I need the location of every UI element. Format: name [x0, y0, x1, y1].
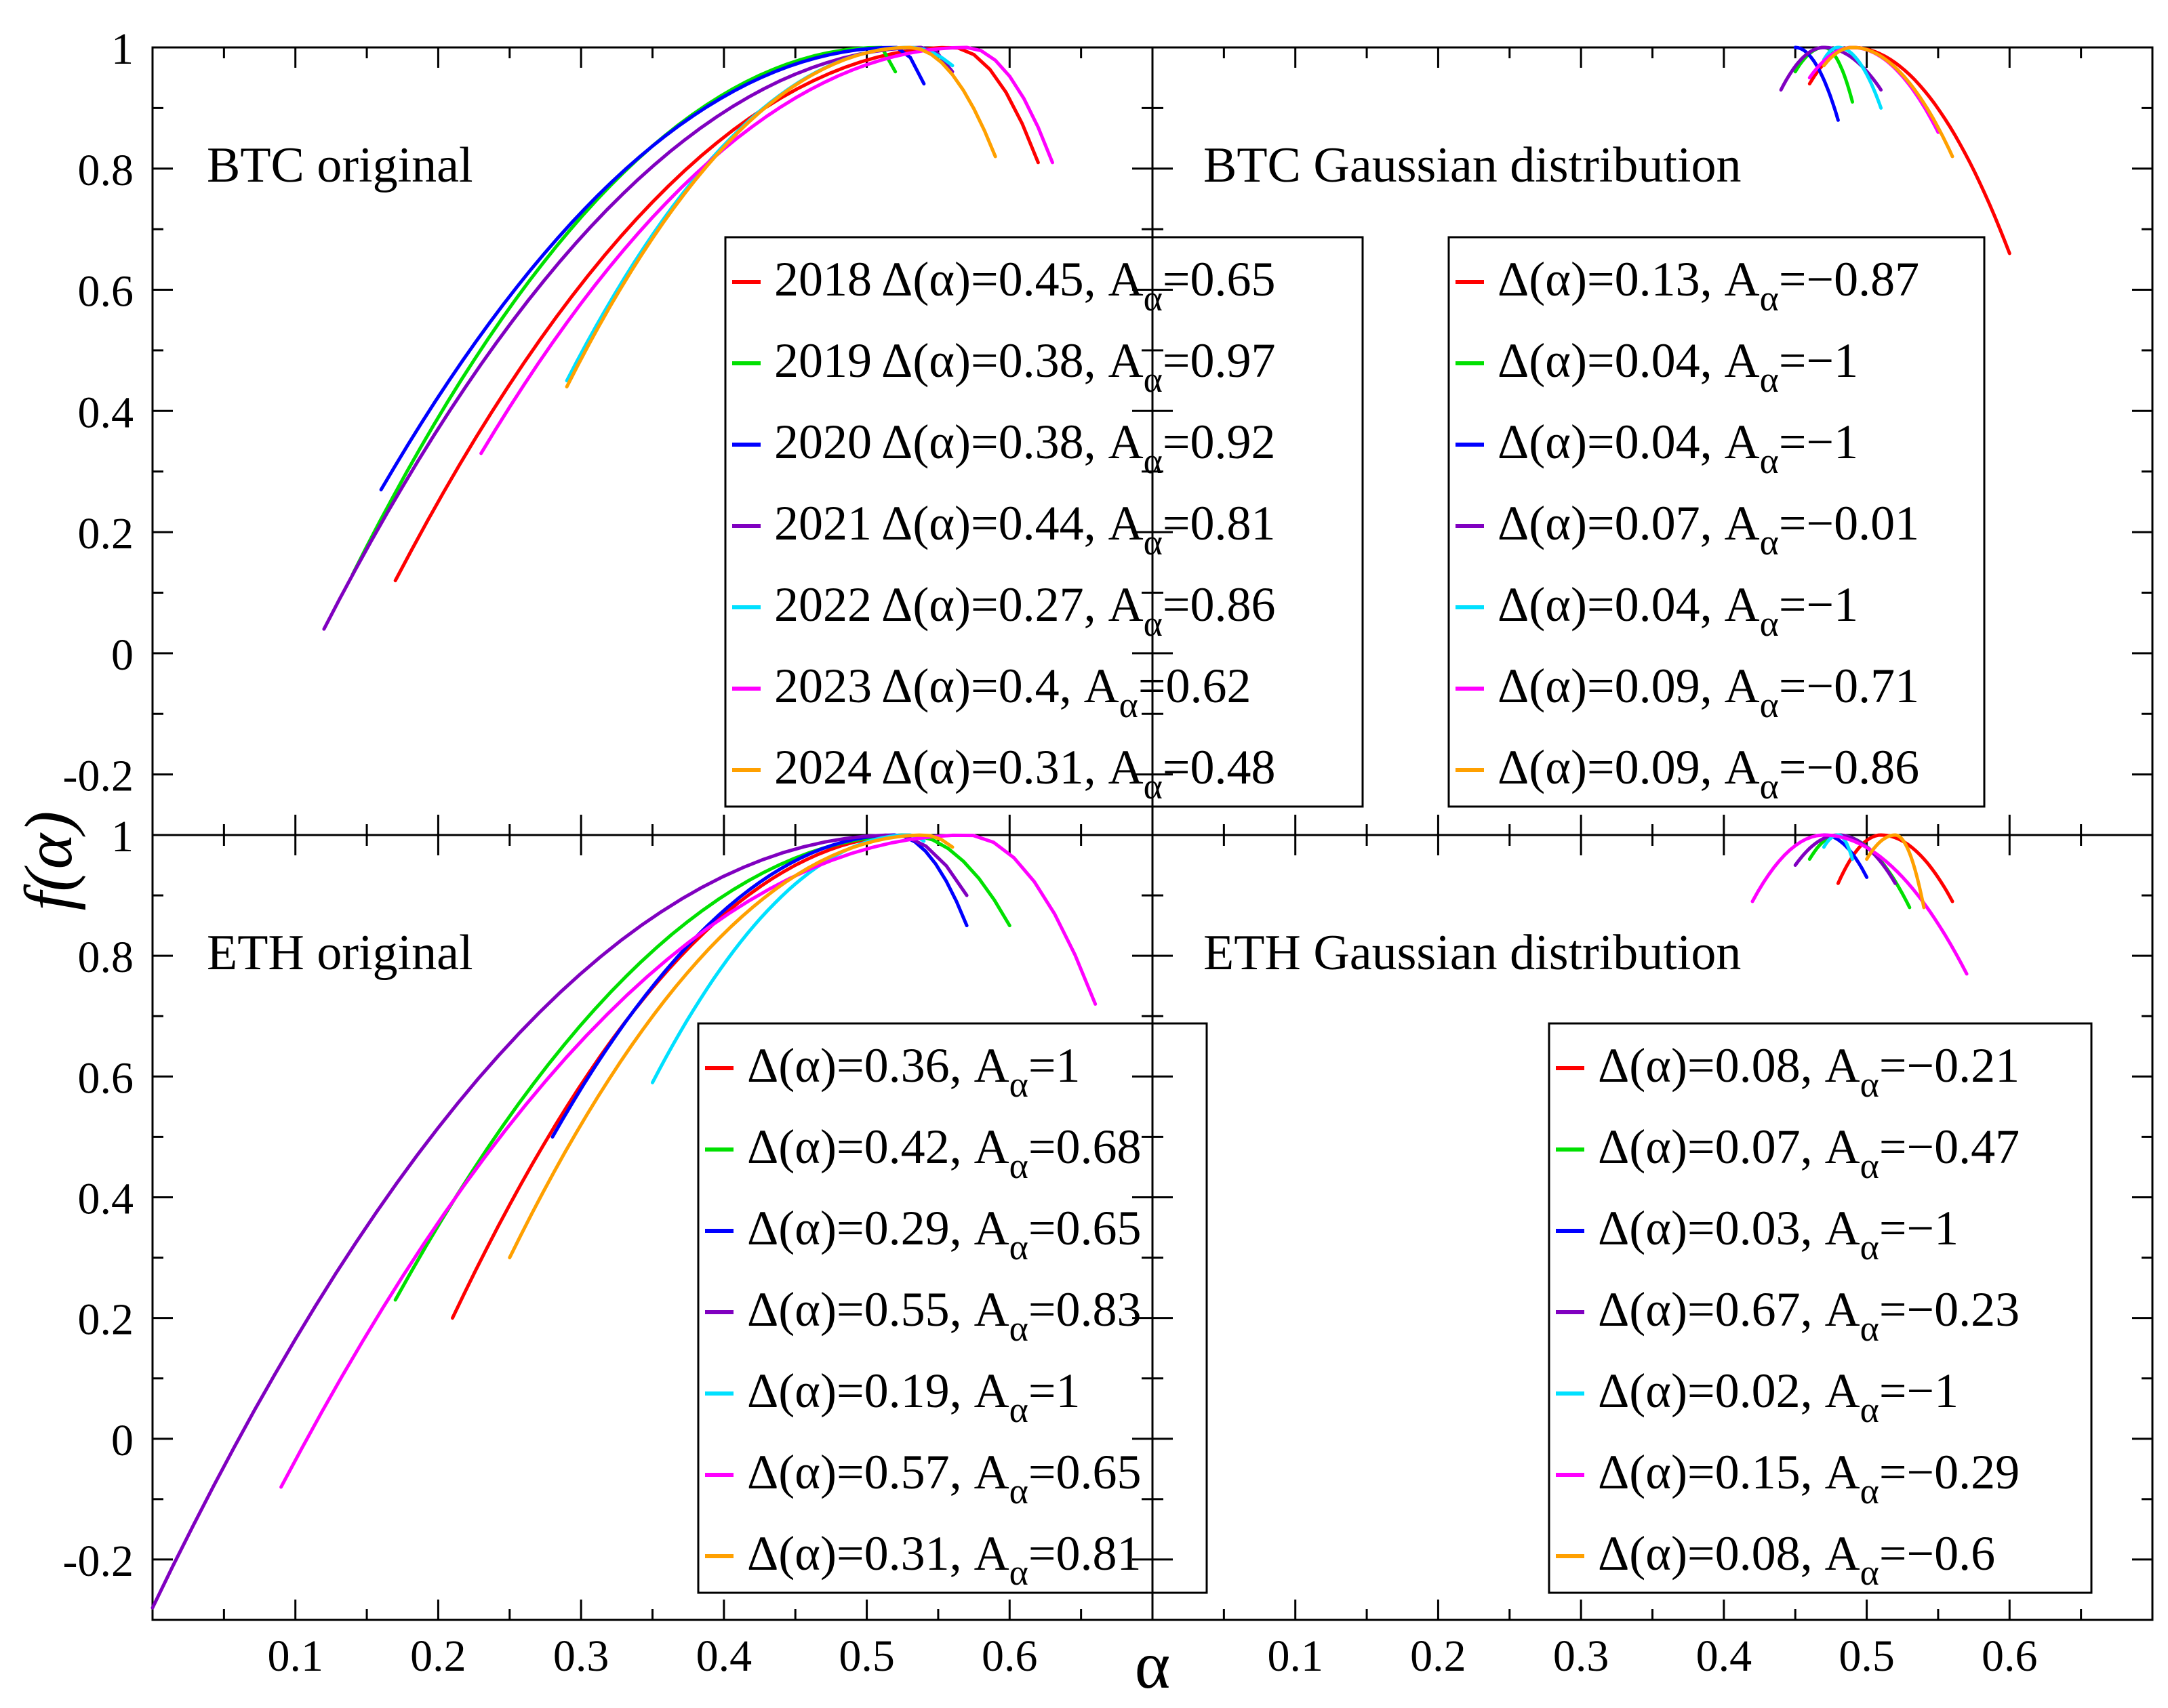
y-tick-label: 1 — [111, 812, 134, 861]
legend-entry: 2019 Δ(α)=0.38, Aα=0.97 — [774, 333, 1276, 400]
legend-entry: 2023 Δ(α)=0.4, Aα=0.62 — [774, 659, 1251, 725]
x-tick-label: 0.4 — [696, 1631, 752, 1681]
spectrum-curve-top-right-5 — [1822, 45, 1883, 110]
legend-entry: Δ(α)=0.67, Aα=−0.23 — [1598, 1282, 2020, 1349]
x-tick-label: 0.1 — [267, 1631, 323, 1681]
spectrum-curve-bottom-left-4 — [150, 833, 969, 1610]
series-layer — [150, 45, 2011, 1610]
y-tick-label: 0.2 — [78, 509, 134, 558]
legend-layer: 2018 Δ(α)=0.45, Aα=0.65 2019 Δ(α)=0.38, A… — [697, 236, 2093, 1594]
x-tick-label: 0.5 — [1839, 1631, 1895, 1681]
y-axis-title: f(α) — [11, 811, 86, 911]
legend-entry: Δ(α)=0.03, Aα=−1 — [1598, 1201, 1959, 1267]
spectrum-curve-bottom-right-6 — [1750, 833, 1969, 976]
y-tick-label: 0.2 — [78, 1295, 134, 1345]
x-tick-label: 0.1 — [1267, 1631, 1323, 1681]
x-tick-label: 0.5 — [839, 1631, 895, 1681]
y-tick-label: 0.8 — [78, 933, 134, 982]
x-tick-label: 0.2 — [410, 1631, 466, 1681]
legend-entry: Δ(α)=0.08, Aα=−0.6 — [1598, 1526, 1995, 1593]
legend-box-bottom-right — [1548, 1022, 2093, 1594]
y-tick-label: 0.4 — [78, 1174, 134, 1223]
legend-entry: Δ(α)=0.42, Aα=0.68 — [747, 1120, 1141, 1186]
legend-entry: Δ(α)=0.04, Aα=−1 — [1498, 415, 1858, 481]
spectrum-curve-bottom-left-1 — [451, 833, 912, 1320]
legend-entry: 2018 Δ(α)=0.45, Aα=0.65 — [774, 252, 1276, 319]
y-tick-label: 0 — [111, 630, 134, 680]
legend-entry: Δ(α)=0.36, Aα=1 — [747, 1038, 1080, 1105]
label-layer: α f(α) — [11, 811, 1170, 1703]
panel-title-bottom-right: ETH Gaussian distribution — [1203, 925, 1741, 981]
panel-title-bottom-left: ETH original — [207, 925, 473, 981]
spectrum-curve-top-right-3 — [1793, 45, 1840, 122]
legend-box-bottom-left — [697, 1022, 1208, 1594]
legend-entry: Δ(α)=0.09, Aα=−0.71 — [1498, 659, 1919, 725]
x-tick-label: 0.4 — [1696, 1631, 1752, 1681]
y-tick-label: 0 — [111, 1416, 134, 1465]
spectrum-curve-top-right-7 — [1822, 45, 1954, 159]
legend-entry: Δ(α)=0.07, Aα=−0.01 — [1498, 496, 1919, 563]
legend-box-top-right — [1447, 236, 1986, 808]
x-tick-label: 0.3 — [1553, 1631, 1609, 1681]
spectrum-curve-top-right-1 — [1807, 45, 2011, 256]
legend-entry: Δ(α)=0.13, Aα=−0.87 — [1498, 252, 1919, 319]
spectrum-curve-top-left-3 — [379, 45, 926, 491]
spectrum-curve-top-left-5 — [565, 45, 955, 383]
x-axis-title: α — [1135, 1627, 1170, 1703]
x-tick-label: 0.2 — [1410, 1631, 1466, 1681]
spectrum-curve-top-left-7 — [565, 45, 997, 389]
x-tick-label: 0.6 — [982, 1631, 1038, 1681]
y-tick-label: -0.2 — [63, 752, 134, 801]
spectrum-curve-bottom-right-1 — [1836, 833, 1954, 903]
y-tick-label: 0.6 — [78, 267, 134, 317]
x-tick-label: 0.3 — [553, 1631, 609, 1681]
axes-layer: -0.2 0 0.2 0.4 0.6 0.8 1 BTC original BTC Gaussi… — [63, 24, 2154, 1681]
legend-entry: Δ(α)=0.31, Aα=0.81 — [747, 1526, 1141, 1593]
spectrum-curve-bottom-left-6 — [279, 833, 1098, 1489]
spectrum-curve-top-left-2 — [350, 45, 898, 577]
legend-entry: Δ(α)=0.09, Aα=−0.86 — [1498, 740, 1919, 807]
y-tick-label: 0.8 — [78, 146, 134, 195]
spectrum-curve-bottom-left-7 — [508, 833, 955, 1259]
legend-entry: Δ(α)=0.07, Aα=−0.47 — [1598, 1120, 2020, 1186]
x-tick-label: 0.6 — [1982, 1631, 2038, 1681]
legend-box-top-left — [724, 236, 1364, 808]
legend-entry: Δ(α)=0.02, Aα=−1 — [1598, 1364, 1959, 1430]
spectrum-curve-bottom-right-4 — [1793, 833, 1898, 885]
legend-entry: 2020 Δ(α)=0.38, Aα=0.92 — [774, 415, 1276, 481]
legend-entry: Δ(α)=0.15, Aα=−0.29 — [1598, 1445, 2020, 1511]
spectrum-curve-top-left-6 — [479, 45, 1054, 455]
y-tick-label: 1 — [111, 24, 134, 74]
legend-entry: Δ(α)=0.08, Aα=−0.21 — [1598, 1038, 2020, 1105]
y-tick-label: -0.2 — [63, 1537, 134, 1586]
legend-entry: Δ(α)=0.29, Aα=0.65 — [747, 1201, 1141, 1267]
spectrum-curve-bottom-right-7 — [1865, 833, 1926, 910]
legend-entry: Δ(α)=0.19, Aα=1 — [747, 1364, 1080, 1430]
panel-title-top-right: BTC Gaussian distribution — [1203, 138, 1741, 193]
y-tick-label: 0.6 — [78, 1053, 134, 1103]
legend-entry: 2024 Δ(α)=0.31, Aα=0.48 — [774, 740, 1276, 807]
legend-entry: 2021 Δ(α)=0.44, Aα=0.81 — [774, 496, 1276, 563]
legend-entry: Δ(α)=0.57, Aα=0.65 — [747, 1445, 1141, 1511]
y-tick-label: 0.4 — [78, 388, 134, 437]
legend-entry: Δ(α)=0.04, Aα=−1 — [1498, 333, 1858, 400]
legend-entry: Δ(α)=0.55, Aα=0.83 — [747, 1282, 1141, 1349]
panel-title-top-left: BTC original — [207, 138, 473, 193]
legend-entry: Δ(α)=0.04, Aα=−1 — [1498, 577, 1858, 644]
legend-entry: 2022 Δ(α)=0.27, Aα=0.86 — [774, 577, 1276, 644]
